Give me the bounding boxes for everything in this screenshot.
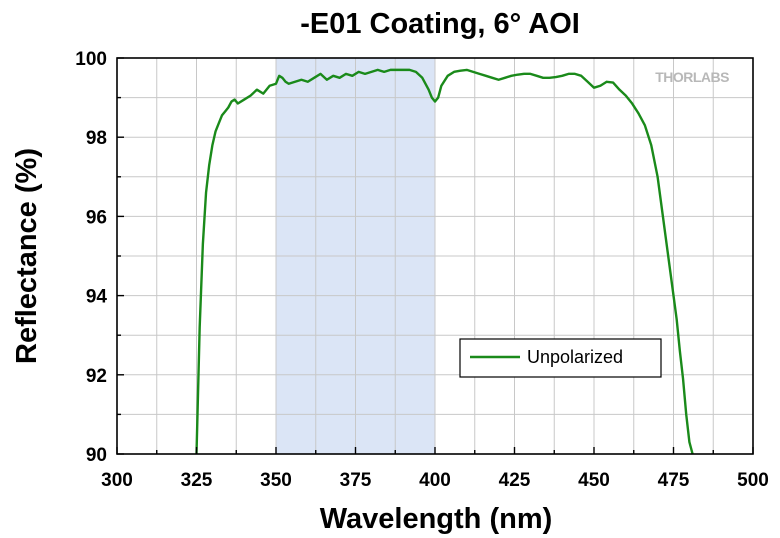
x-tick-label: 425 [499, 470, 531, 491]
grid-lines [116, 57, 754, 455]
chart-title: -E01 Coating, 6° AOI [300, 8, 580, 40]
x-tick-label: 350 [260, 470, 292, 491]
y-axis-title: Reflectance (%) [11, 148, 43, 364]
series-line-unpolarized [195, 68, 694, 455]
y-tick-label: 98 [86, 128, 107, 149]
y-tick-label: 92 [86, 366, 107, 387]
y-tick-label: 90 [86, 445, 107, 466]
thorlabs-logo: THORLABS [655, 69, 729, 85]
x-tick-label: 500 [737, 470, 769, 491]
x-tick-label: 325 [181, 470, 213, 491]
x-tick-label: 300 [101, 470, 133, 491]
legend-label: Unpolarized [527, 347, 623, 367]
axis-ticks: 300 325 350 375 400 425 450 475 500 90 92 94 96 98 100 [75, 49, 769, 491]
x-tick-label: 450 [578, 470, 610, 491]
y-tick-label: 94 [86, 287, 108, 308]
x-axis-title: Wavelength (nm) [320, 503, 553, 535]
y-tick-label: 100 [75, 49, 107, 70]
x-tick-label: 375 [340, 470, 372, 491]
x-tick-label: 475 [658, 470, 690, 491]
legend: Unpolarized [459, 338, 662, 378]
x-tick-label: 400 [419, 470, 451, 491]
y-tick-label: 96 [86, 207, 107, 228]
